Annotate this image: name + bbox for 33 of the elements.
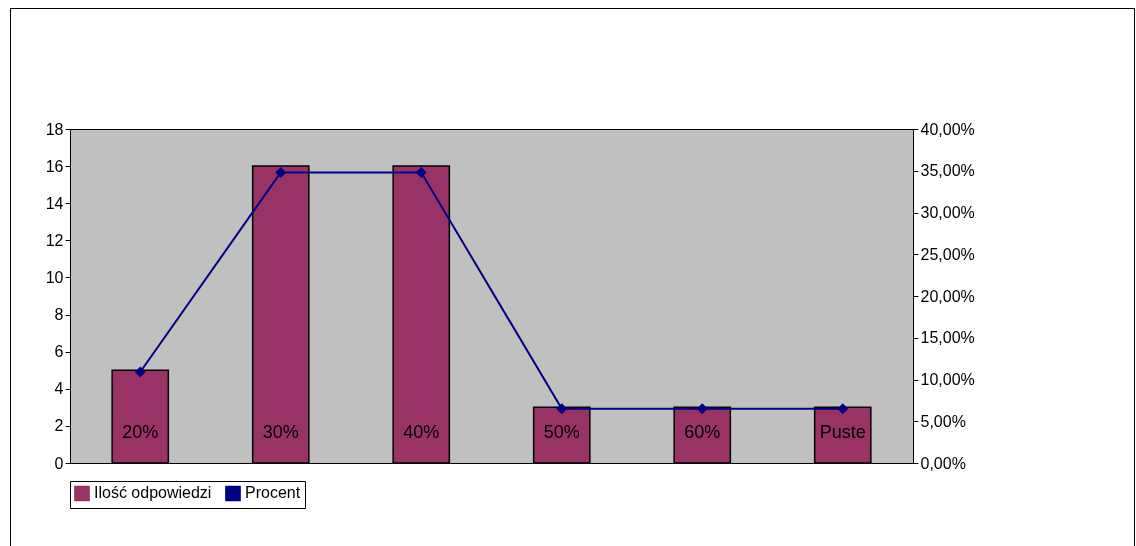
y-tick-label: 4 <box>54 380 64 398</box>
y2-tick-label: 5,00% <box>920 412 966 430</box>
point <box>134 366 146 378</box>
x-tick-label: 40% <box>403 421 440 442</box>
y-tick-label: 2 <box>54 417 64 435</box>
y2-tick-label: 15,00% <box>920 329 975 347</box>
point <box>837 403 849 415</box>
y2-tick-label: 10,00% <box>920 371 975 388</box>
y-tick-label: 8 <box>54 306 64 324</box>
y2-tick-label: 25,00% <box>920 245 975 263</box>
point <box>556 403 568 415</box>
y-tick-label: 0 <box>54 454 64 472</box>
legend-label: Procent <box>245 484 301 502</box>
point <box>275 166 287 178</box>
y-tick-label: 14 <box>45 194 64 212</box>
x-tick-label: 30% <box>262 421 299 442</box>
y2-tick-label: 35,00% <box>920 162 975 180</box>
y2-tick-label: 0,00% <box>920 454 966 472</box>
y-tick-label: 6 <box>54 343 64 361</box>
y-tick-label: 12 <box>45 231 64 249</box>
y2-tick-label: 20,00% <box>920 287 975 305</box>
x-tick-label: 50% <box>543 421 580 442</box>
x-tick-label: 20% <box>122 421 159 442</box>
y-tick-label: 18 <box>45 120 64 138</box>
x-tick-label: 60% <box>684 421 721 442</box>
x-tick-label: Puste <box>819 421 866 442</box>
y-tick-label: 10 <box>45 268 64 286</box>
y2-tick-label: 30,00% <box>920 204 975 221</box>
y2-tick-label: 40,00% <box>920 120 975 138</box>
legend-label: Ilość odpowiedzi <box>94 484 212 502</box>
point <box>696 403 708 415</box>
point <box>415 166 427 178</box>
y-tick-label: 16 <box>45 157 64 175</box>
